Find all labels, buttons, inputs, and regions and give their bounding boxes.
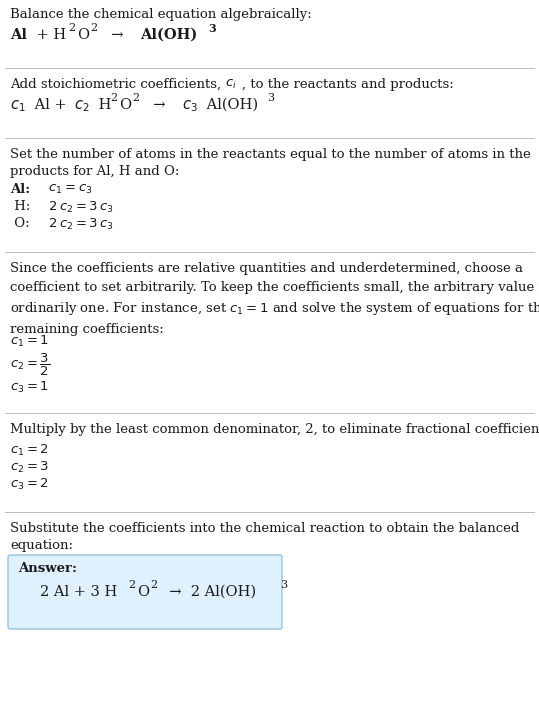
- Text: O: O: [119, 98, 131, 112]
- Text: $c_2 = 3$: $c_2 = 3$: [10, 460, 49, 475]
- Text: H: H: [94, 98, 112, 112]
- Text: $c_3 = 2$: $c_3 = 2$: [10, 477, 49, 492]
- Text: $c_1 = 1$: $c_1 = 1$: [10, 334, 49, 349]
- Text: Al: Al: [10, 28, 27, 42]
- Text: $c_2 = \dfrac{3}{2}$: $c_2 = \dfrac{3}{2}$: [10, 352, 50, 378]
- Text: 3: 3: [267, 93, 274, 103]
- Text: Since the coefficients are relative quantities and underdetermined, choose a
coe: Since the coefficients are relative quan…: [10, 262, 539, 335]
- Text: →: →: [102, 28, 133, 42]
- Text: 2: 2: [150, 580, 157, 590]
- Text: Answer:: Answer:: [18, 562, 77, 575]
- Text: Al(OH): Al(OH): [202, 98, 258, 112]
- Text: equation:: equation:: [10, 539, 73, 552]
- Text: Al +: Al +: [30, 98, 71, 112]
- Text: + H: + H: [32, 28, 66, 42]
- Text: →  2 Al(OH): → 2 Al(OH): [160, 585, 256, 599]
- Text: 3: 3: [280, 580, 287, 590]
- Text: $c_3$: $c_3$: [182, 98, 198, 114]
- Text: 2 Al + 3 H: 2 Al + 3 H: [40, 585, 118, 599]
- Text: →: →: [144, 98, 175, 112]
- Text: Multiply by the least common denominator, 2, to eliminate fractional coefficient: Multiply by the least common denominator…: [10, 423, 539, 436]
- Text: Substitute the coefficients into the chemical reaction to obtain the balanced: Substitute the coefficients into the che…: [10, 522, 520, 535]
- Text: Set the number of atoms in the reactants equal to the number of atoms in the: Set the number of atoms in the reactants…: [10, 148, 531, 161]
- Text: O: O: [77, 28, 89, 42]
- Text: $c_1 = 2$: $c_1 = 2$: [10, 443, 49, 458]
- Text: 3: 3: [208, 23, 216, 34]
- Text: $c_1$: $c_1$: [10, 98, 25, 114]
- Text: Al(OH): Al(OH): [140, 28, 197, 42]
- Text: H:: H:: [10, 200, 30, 213]
- Text: Balance the chemical equation algebraically:: Balance the chemical equation algebraica…: [10, 8, 312, 21]
- Text: 2: 2: [68, 23, 75, 33]
- Text: 2: 2: [132, 93, 139, 103]
- Text: O:: O:: [10, 217, 30, 230]
- Text: $c_2$: $c_2$: [74, 98, 89, 114]
- Text: 2: 2: [110, 93, 117, 103]
- Text: $c_i$: $c_i$: [225, 78, 237, 91]
- Text: $2 \, c_2 = 3 \, c_3$: $2 \, c_2 = 3 \, c_3$: [40, 200, 114, 215]
- Text: products for Al, H and O:: products for Al, H and O:: [10, 165, 179, 178]
- Text: $2 \, c_2 = 3 \, c_3$: $2 \, c_2 = 3 \, c_3$: [40, 217, 114, 232]
- Text: Add stoichiometric coefficients,: Add stoichiometric coefficients,: [10, 78, 225, 91]
- Text: 2: 2: [90, 23, 97, 33]
- Text: O: O: [137, 585, 149, 599]
- FancyBboxPatch shape: [8, 555, 282, 629]
- Text: 2: 2: [128, 580, 135, 590]
- Text: Al:: Al:: [10, 183, 30, 196]
- Text: $c_3 = 1$: $c_3 = 1$: [10, 380, 49, 395]
- Text: $c_1 = c_3$: $c_1 = c_3$: [40, 183, 93, 196]
- Text: , to the reactants and products:: , to the reactants and products:: [242, 78, 454, 91]
